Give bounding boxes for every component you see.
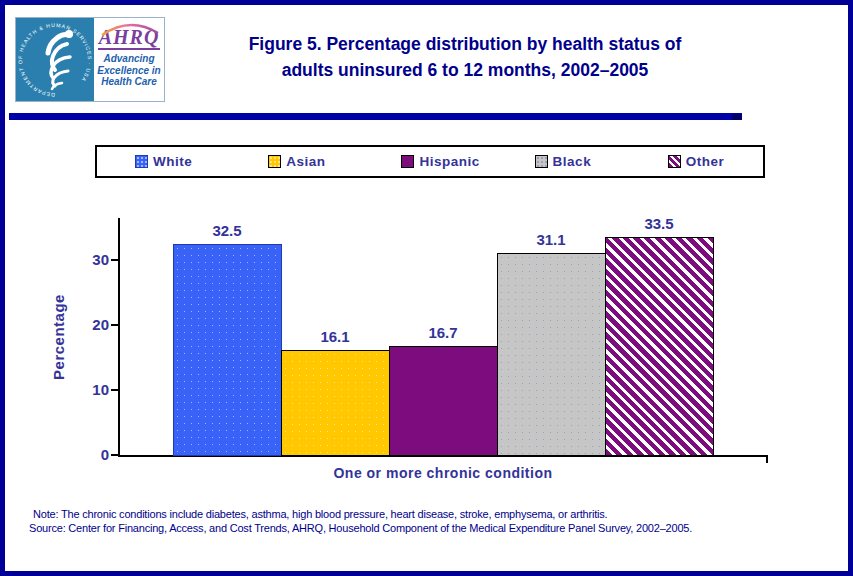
header-divider-bar [9,113,742,120]
ahrq-hhs-logo: DEPARTMENT OF HEALTH & HUMAN SERVICES · … [15,17,165,102]
y-tick-mark [111,324,118,326]
y-tick-mark [111,454,118,456]
note-text: Note: The chronic conditions include dia… [29,507,839,521]
page-title: Figure 5. Percentage distribution by hea… [185,31,745,84]
legend-swatch-icon [668,155,681,168]
tagline-line: Excellence in [94,65,164,77]
bar-value-label: 33.5 [605,215,713,232]
y-tick-label: 10 [69,381,109,398]
legend-swatch-icon [268,155,281,168]
bar-asian [281,350,390,456]
legend-item-label: Hispanic [419,154,479,169]
bar-black [497,253,606,456]
bar-hispanic [389,346,498,456]
rainbow-arc-icon [100,22,160,36]
y-tick-label: 0 [69,446,109,463]
legend-swatch-icon [535,155,548,168]
header-divider-tip [732,114,742,120]
bar-white [173,244,282,456]
y-tick-label: 30 [69,251,109,268]
ahrq-tagline: Advancing Excellence in Health Care [94,53,164,88]
legend-item-label: Asian [286,154,325,169]
legend-swatch-icon [135,155,148,168]
x-axis-end-tick [766,455,768,463]
page-title-line2: adults uninsured 6 to 12 months, 2002–20… [185,57,745,83]
y-tick-mark [111,389,118,391]
legend-swatch-icon [401,155,414,168]
figure-page: DEPARTMENT OF HEALTH & HUMAN SERVICES · … [0,0,853,576]
ahrq-wordmark: AHRQ Advancing Excellence in Health Care [94,18,164,101]
legend-item-label: White [153,154,192,169]
bar-value-label: 16.1 [281,328,389,345]
bar-value-label: 31.1 [497,231,605,248]
bar-value-label: 32.5 [173,222,281,239]
tagline-line: Advancing [94,53,164,65]
hhs-eagle-icon: DEPARTMENT OF HEALTH & HUMAN SERVICES · … [18,19,92,100]
legend-item-other: Other [630,154,763,169]
chart-legend: White Asian Hispanic Black Other [95,145,765,178]
legend-item-white: White [97,154,230,169]
legend-item-hispanic: Hispanic [363,154,496,169]
y-tick-label: 20 [69,316,109,333]
legend-item-label: Other [686,154,725,169]
bar-other [605,237,714,456]
footer-notes: Note: The chronic conditions include dia… [29,507,839,535]
legend-item-asian: Asian [230,154,363,169]
y-axis-title: Percentage [50,275,70,399]
page-title-line1: Figure 5. Percentage distribution by hea… [185,31,745,57]
legend-item-black: Black [497,154,630,169]
bar-value-label: 16.7 [389,324,497,341]
x-axis-title: One or more chronic condition [118,465,768,481]
tagline-line: Health Care [94,76,164,88]
legend-item-label: Black [553,154,592,169]
hhs-seal-icon: DEPARTMENT OF HEALTH & HUMAN SERVICES · … [16,18,94,101]
y-tick-mark [111,259,118,261]
source-text: Source: Center for Financing, Access, an… [29,521,839,535]
y-axis-line [118,218,120,457]
